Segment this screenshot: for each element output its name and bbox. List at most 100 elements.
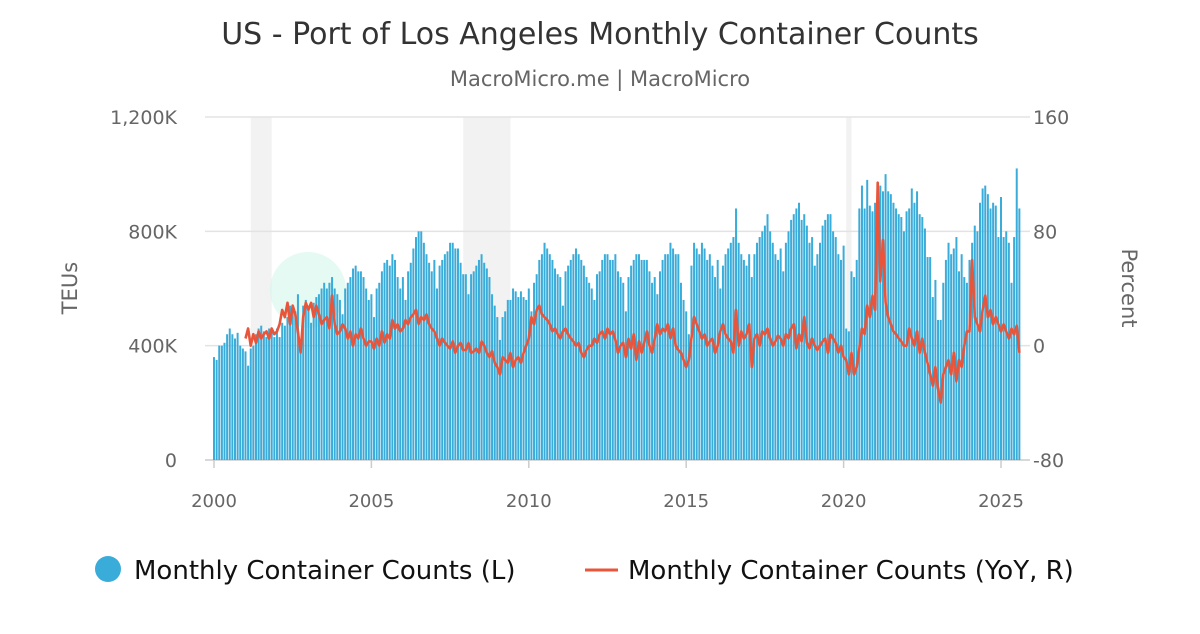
- bar: [653, 277, 656, 460]
- bar: [816, 254, 819, 460]
- bar: [365, 288, 368, 460]
- bar: [913, 202, 916, 460]
- bar: [876, 231, 879, 460]
- y-axis-left: 0 400K 800K 1,200K: [110, 107, 177, 472]
- bar: [661, 259, 664, 460]
- bar: [391, 254, 394, 460]
- bar: [724, 254, 727, 460]
- bar: [971, 242, 974, 460]
- bar: [582, 265, 585, 460]
- bar: [215, 359, 218, 460]
- bar: [1002, 237, 1005, 460]
- bar: [779, 248, 782, 460]
- bar: [546, 248, 549, 460]
- bar: [433, 259, 436, 460]
- legend-item-line[interactable]: Monthly Container Counts (YoY, R): [585, 556, 1074, 586]
- bar: [425, 254, 428, 460]
- bar: [687, 334, 690, 460]
- bar: [782, 271, 785, 460]
- yoy-line-series: [244, 181, 1021, 405]
- bar: [619, 277, 622, 460]
- bar: [496, 317, 499, 460]
- bar: [666, 254, 669, 460]
- bar: [223, 342, 226, 460]
- y-right-tick-label: 80: [1033, 221, 1057, 243]
- legend-item-bars[interactable]: Monthly Container Counts (L): [95, 556, 515, 586]
- bar: [994, 205, 997, 460]
- bar: [551, 259, 554, 460]
- bar: [556, 274, 559, 460]
- bar: [792, 214, 795, 460]
- bar: [585, 277, 588, 460]
- bar: [404, 299, 407, 460]
- bar: [986, 194, 989, 461]
- bar: [239, 345, 242, 460]
- bar: [727, 248, 730, 460]
- bar: [412, 248, 415, 460]
- chart-title: US - Port of Los Angeles Monthly Contain…: [221, 17, 979, 52]
- bar: [740, 254, 743, 460]
- bar: [328, 282, 331, 460]
- bar: [656, 294, 659, 460]
- bar: [685, 311, 688, 460]
- bar: [813, 265, 816, 460]
- bar: [236, 332, 239, 460]
- bar: [488, 277, 491, 460]
- bar: [803, 214, 806, 460]
- bar: [916, 191, 919, 461]
- bar: [569, 259, 572, 460]
- bar: [535, 274, 538, 460]
- bar: [373, 317, 376, 460]
- bar: [470, 274, 473, 460]
- x-tick-label: 2005: [348, 491, 394, 512]
- bar: [622, 282, 625, 460]
- bar: [965, 282, 968, 460]
- bar: [997, 237, 1000, 460]
- bar: [378, 282, 381, 460]
- bar: [283, 325, 286, 460]
- bar: [693, 242, 696, 460]
- y-left-tick-label: 0: [165, 450, 177, 472]
- bar: [632, 259, 635, 460]
- bar: [798, 202, 801, 460]
- bar: [323, 282, 326, 460]
- bar: [485, 268, 488, 460]
- recession-band: [846, 117, 852, 460]
- bar: [517, 297, 520, 460]
- bar: [231, 334, 234, 460]
- bar: [265, 337, 268, 460]
- bar: [320, 288, 323, 460]
- bar: [624, 311, 627, 460]
- bar: [401, 277, 404, 460]
- bar: [771, 242, 774, 460]
- bar: [504, 311, 507, 460]
- bar: [380, 271, 383, 460]
- bar: [593, 299, 596, 460]
- bar: [383, 262, 386, 460]
- bar: [651, 282, 654, 460]
- bar: [690, 265, 693, 460]
- bar: [493, 305, 496, 460]
- bar: [262, 331, 265, 460]
- bar: [354, 265, 357, 460]
- bar: [808, 242, 811, 460]
- bar: [388, 265, 391, 460]
- bar: [664, 254, 667, 460]
- bar: [645, 259, 648, 460]
- legend-label-bars: Monthly Container Counts (L): [134, 556, 515, 586]
- bar: [341, 314, 344, 460]
- bar: [929, 257, 932, 460]
- x-tick-label: 2015: [663, 491, 709, 512]
- bar: [708, 254, 711, 460]
- bar: [399, 288, 402, 460]
- bar: [839, 259, 842, 460]
- bar: [338, 299, 341, 460]
- bar: [745, 265, 748, 460]
- bar: [918, 214, 921, 460]
- bar: [352, 268, 355, 460]
- bar: [241, 348, 244, 460]
- bar: [438, 265, 441, 460]
- bar: [554, 268, 557, 460]
- bar: [648, 271, 651, 460]
- bar: [858, 208, 861, 460]
